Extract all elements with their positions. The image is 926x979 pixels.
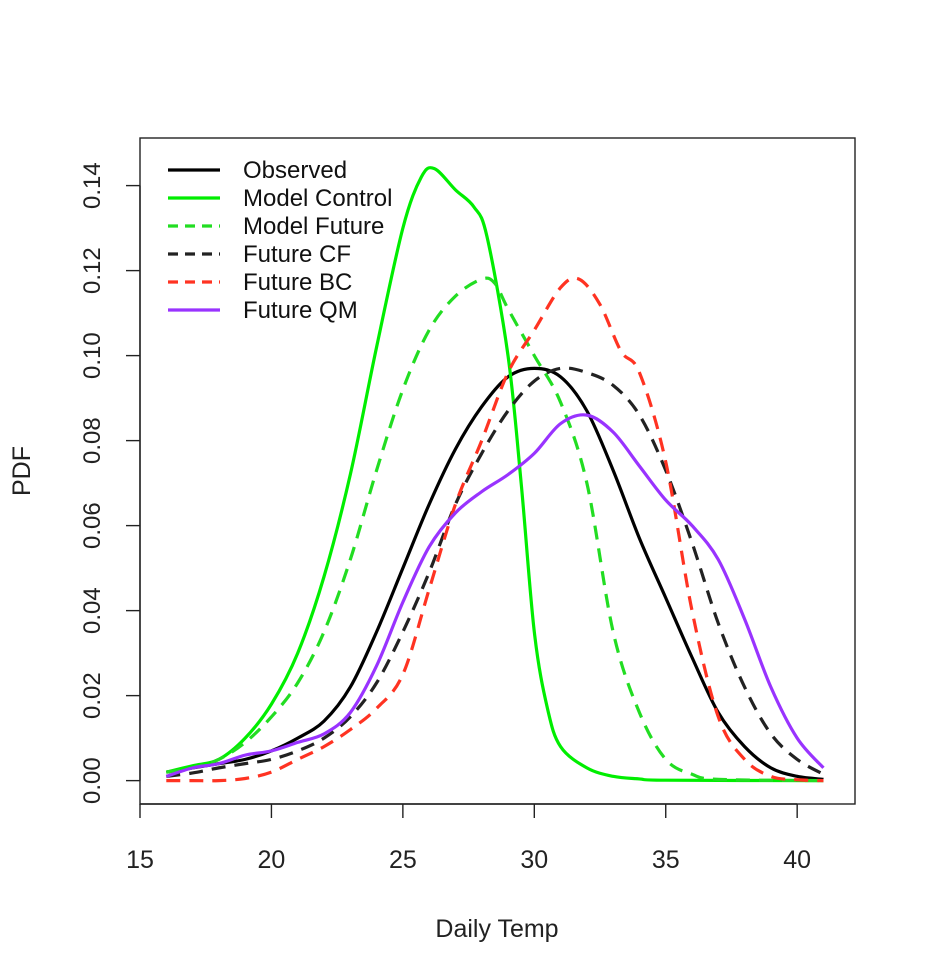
- y-tick-label: 0.08: [79, 417, 106, 464]
- series-line-4: [166, 366, 825, 778]
- series-line-6: [165, 413, 825, 778]
- legend-label: Observed: [243, 157, 347, 184]
- series-line-5: [166, 276, 824, 783]
- x-tick-label: 15: [126, 846, 154, 874]
- y-axis: 0.00 0.02 0.04 0.06 0.08 0.10 0.12 0.14: [79, 162, 141, 804]
- y-tick-label: 0.10: [79, 332, 106, 379]
- legend-label: Model Future: [243, 213, 384, 240]
- y-tick-label: 0.04: [79, 587, 106, 634]
- x-tick-label: 35: [652, 846, 680, 874]
- legend-label: Future BC: [243, 269, 352, 296]
- series-line-3: [166, 276, 824, 783]
- x-tick-label: 40: [783, 846, 811, 874]
- x-axis: 15 20 25 30 35 40: [126, 803, 811, 874]
- x-axis-label: Daily Temp: [435, 915, 558, 943]
- series-line-2: [165, 166, 824, 783]
- legend-label: Future CF: [243, 241, 351, 268]
- y-tick-label: 0.14: [79, 162, 106, 209]
- plot-curves: [165, 166, 825, 783]
- x-tick-label: 25: [389, 846, 417, 874]
- legend-label: Future QM: [243, 297, 358, 324]
- y-tick-label: 0.02: [79, 672, 106, 719]
- legend-label: Model Control: [243, 185, 392, 212]
- x-tick-label: 20: [258, 846, 286, 874]
- y-tick-label: 0.12: [79, 247, 106, 294]
- x-tick-label: 30: [520, 846, 548, 874]
- y-tick-label: 0.06: [79, 502, 106, 549]
- y-axis-label: PDF: [8, 446, 36, 496]
- y-tick-label: 0.00: [79, 757, 106, 804]
